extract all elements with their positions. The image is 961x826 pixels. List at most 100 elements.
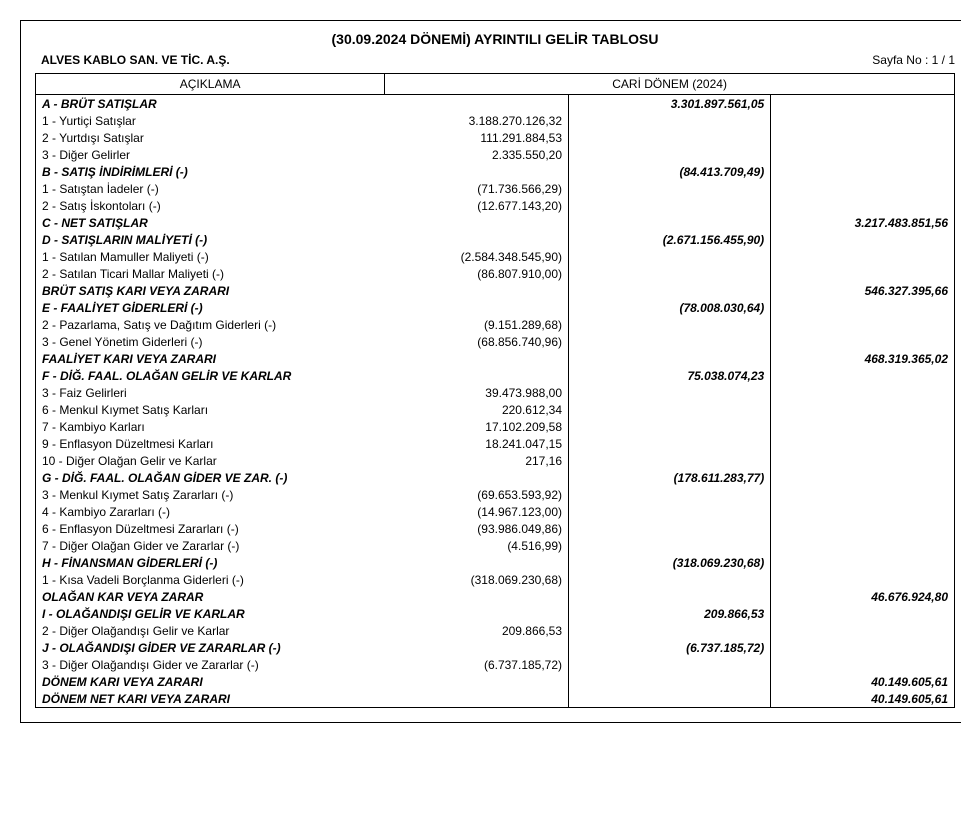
row-label: 6 - Menkul Kıymet Satış Karları (36, 401, 385, 418)
table-row: 3 - Diğer Olağandışı Gider ve Zararlar (… (36, 656, 955, 673)
document-title: (30.09.2024 DÖNEMİ) AYRINTILI GELİR TABL… (35, 31, 955, 47)
row-value-3 (771, 129, 955, 146)
table-row: 2 - Satış İskontoları (-)(12.677.143,20) (36, 197, 955, 214)
row-value-3 (771, 469, 955, 486)
table-row: BRÜT SATIŞ KARI VEYA ZARARI546.327.395,6… (36, 282, 955, 299)
row-value-2: (2.671.156.455,90) (569, 231, 771, 248)
table-row: 2 - Diğer Olağandışı Gelir ve Karlar209.… (36, 622, 955, 639)
row-value-3 (771, 656, 955, 673)
row-value-3 (771, 367, 955, 384)
row-value-3 (771, 418, 955, 435)
row-value-2 (569, 537, 771, 554)
row-value-3 (771, 299, 955, 316)
row-value-2: 209.866,53 (569, 605, 771, 622)
row-label: DÖNEM KARI VEYA ZARARI (36, 673, 385, 690)
row-value-2 (569, 435, 771, 452)
row-value-3 (771, 95, 955, 113)
table-row: 7 - Kambiyo Karları17.102.209,58 (36, 418, 955, 435)
table-row: 3 - Genel Yönetim Giderleri (-)(68.856.7… (36, 333, 955, 350)
row-label: G - DİĞ. FAAL. OLAĞAN GİDER VE ZAR. (-) (36, 469, 385, 486)
table-row: H - FİNANSMAN GİDERLERİ (-) (318.069.230,… (36, 554, 955, 571)
row-label: 3 - Menkul Kıymet Satış Zararları (-) (36, 486, 385, 503)
row-value-2: (84.413.709,49) (569, 163, 771, 180)
row-value-1: (318.069.230,68) (385, 571, 569, 588)
row-value-3 (771, 197, 955, 214)
row-value-3: 40.149.605,61 (771, 690, 955, 708)
row-label: 3 - Diğer Gelirler (36, 146, 385, 163)
table-row: 2 - Satılan Ticari Mallar Maliyeti (-)(8… (36, 265, 955, 282)
income-statement-page: (30.09.2024 DÖNEMİ) AYRINTILI GELİR TABL… (20, 20, 961, 723)
row-label: DÖNEM NET KARI VEYA ZARARI (36, 690, 385, 708)
table-row: OLAĞAN KAR VEYA ZARAR46.676.924,80 (36, 588, 955, 605)
row-label: B - SATIŞ İNDİRİMLERİ (-) (36, 163, 385, 180)
row-value-3 (771, 520, 955, 537)
row-label: H - FİNANSMAN GİDERLERİ (-) (36, 554, 385, 571)
table-header-row: AÇIKLAMA CARİ DÖNEM (2024) (36, 74, 955, 95)
row-value-3 (771, 163, 955, 180)
row-value-2 (569, 248, 771, 265)
row-label: D - SATIŞLARIN MALİYETİ (-) (36, 231, 385, 248)
row-value-2 (569, 384, 771, 401)
row-value-3 (771, 435, 955, 452)
row-value-1: (69.653.593,92) (385, 486, 569, 503)
row-label: 2 - Yurtdışı Satışlar (36, 129, 385, 146)
row-value-3 (771, 146, 955, 163)
row-label: 2 - Satış İskontoları (-) (36, 197, 385, 214)
row-value-2: (178.611.283,77) (569, 469, 771, 486)
row-value-3 (771, 401, 955, 418)
row-value-1: (86.807.910,00) (385, 265, 569, 282)
row-label: 3 - Genel Yönetim Giderleri (-) (36, 333, 385, 350)
row-label: 1 - Kısa Vadeli Borçlanma Giderleri (-) (36, 571, 385, 588)
company-name: ALVES KABLO SAN. VE TİC. A.Ş. (35, 53, 230, 67)
table-row: 3 - Menkul Kıymet Satış Zararları (-)(69… (36, 486, 955, 503)
row-value-3: 468.319.365,02 (771, 350, 955, 367)
row-value-1: (12.677.143,20) (385, 197, 569, 214)
row-value-1 (385, 690, 569, 708)
row-value-3 (771, 316, 955, 333)
row-value-1: 2.335.550,20 (385, 146, 569, 163)
row-value-1: 217,16 (385, 452, 569, 469)
row-value-2: (318.069.230,68) (569, 554, 771, 571)
row-label: 1 - Satıştan İadeler (-) (36, 180, 385, 197)
row-label: A - BRÜT SATIŞLAR (36, 95, 385, 113)
row-value-2 (569, 673, 771, 690)
table-row: 2 - Pazarlama, Satış ve Dağıtım Giderler… (36, 316, 955, 333)
row-label: I - OLAĞANDIŞI GELİR VE KARLAR (36, 605, 385, 622)
table-row: 6 - Enflasyon Düzeltmesi Zararları (-)(9… (36, 520, 955, 537)
row-value-1: 39.473.988,00 (385, 384, 569, 401)
row-value-2: 75.038.074,23 (569, 367, 771, 384)
row-label: FAALİYET KARI VEYA ZARARI (36, 350, 385, 367)
table-row: DÖNEM KARI VEYA ZARARI40.149.605,61 (36, 673, 955, 690)
header-period: CARİ DÖNEM (2024) (385, 74, 955, 95)
row-value-1 (385, 282, 569, 299)
row-value-3 (771, 265, 955, 282)
table-row: E - FAALİYET GİDERLERİ (-)(78.008.030,64… (36, 299, 955, 316)
row-value-2 (569, 690, 771, 708)
row-value-3 (771, 537, 955, 554)
row-label: 2 - Pazarlama, Satış ve Dağıtım Giderler… (36, 316, 385, 333)
row-value-1 (385, 163, 569, 180)
page-number: Sayfa No : 1 / 1 (872, 53, 955, 67)
table-row: 1 - Yurtiçi Satışlar3.188.270.126,32 (36, 112, 955, 129)
row-value-1: 18.241.047,15 (385, 435, 569, 452)
row-value-2 (569, 503, 771, 520)
row-value-3 (771, 384, 955, 401)
row-label: 1 - Satılan Mamuller Maliyeti (-) (36, 248, 385, 265)
row-value-1 (385, 299, 569, 316)
row-value-2 (569, 129, 771, 146)
row-value-1: 17.102.209,58 (385, 418, 569, 435)
table-row: C - NET SATIŞLAR3.217.483.851,56 (36, 214, 955, 231)
row-value-2 (569, 622, 771, 639)
table-row: 6 - Menkul Kıymet Satış Karları220.612,3… (36, 401, 955, 418)
row-value-3 (771, 248, 955, 265)
table-row: 3 - Faiz Gelirleri39.473.988,00 (36, 384, 955, 401)
row-label: 6 - Enflasyon Düzeltmesi Zararları (-) (36, 520, 385, 537)
row-value-2: 3.301.897.561,05 (569, 95, 771, 113)
table-row: 4 - Kambiyo Zararları (-)(14.967.123,00) (36, 503, 955, 520)
row-value-2 (569, 180, 771, 197)
row-label: 7 - Diğer Olağan Gider ve Zararlar (-) (36, 537, 385, 554)
table-row: 7 - Diğer Olağan Gider ve Zararlar (-)(4… (36, 537, 955, 554)
row-value-1: (4.516,99) (385, 537, 569, 554)
row-value-2 (569, 588, 771, 605)
row-label: 9 - Enflasyon Düzeltmesi Karları (36, 435, 385, 452)
